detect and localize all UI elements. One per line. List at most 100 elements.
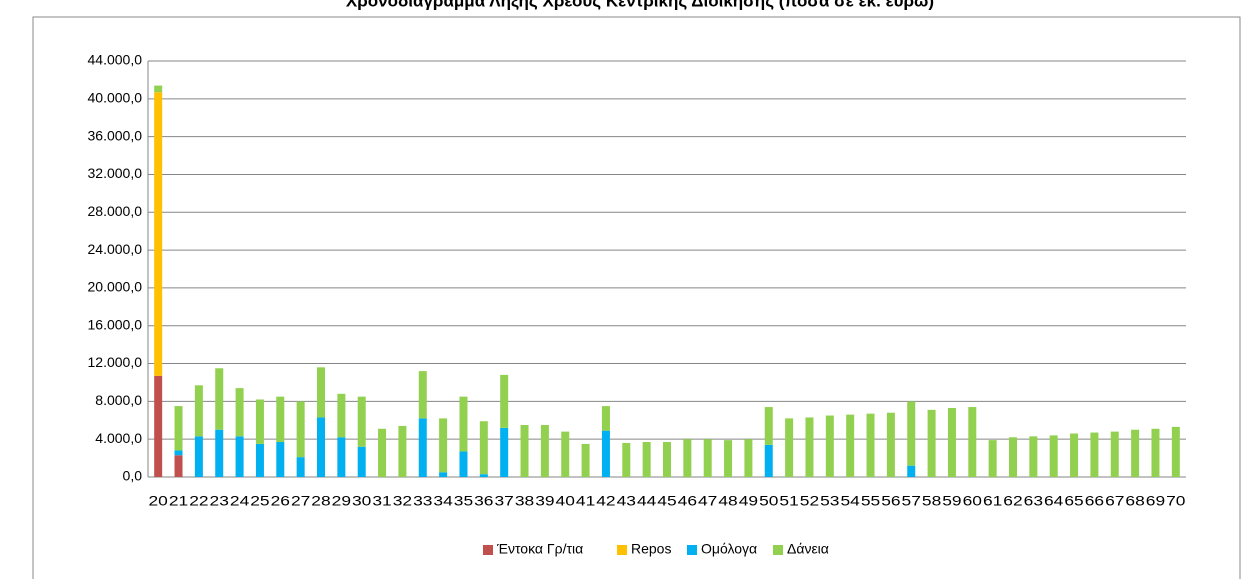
x-tick-label: 58 [922, 493, 942, 509]
bar-segment [479, 474, 488, 477]
x-tick-label: 68 [1125, 493, 1145, 509]
bar-segment [785, 418, 794, 477]
bar-segment [378, 428, 387, 477]
x-tick-label: 44 [637, 493, 657, 509]
bar-segment [561, 431, 570, 477]
x-tick-label: 28 [311, 493, 331, 509]
bar-segment [337, 437, 346, 477]
x-tick-label: 25 [250, 493, 270, 509]
bar-segment [520, 425, 529, 477]
x-tick-label: 48 [718, 493, 738, 509]
bar-segment [337, 393, 346, 438]
x-tick-label: 23 [210, 493, 230, 509]
bar-segment [174, 406, 183, 451]
bar-segment [642, 442, 651, 477]
bar-segment [154, 92, 163, 376]
y-tick-label: 4.000,0 [95, 430, 142, 446]
bar-segment [215, 429, 224, 477]
bar-segment [317, 367, 325, 418]
x-tick-label: 64 [1044, 493, 1064, 509]
bar-segment [622, 442, 631, 477]
bar-segment [968, 407, 977, 477]
bar-segment [724, 440, 733, 477]
x-tick-label: 33 [413, 493, 433, 509]
bar-segment [235, 388, 244, 437]
bar-segment [296, 457, 305, 477]
x-tick-label: 36 [474, 493, 494, 509]
y-tick-label: 28.000,0 [88, 203, 143, 219]
legend-swatch [773, 545, 783, 555]
bar-segment [174, 450, 183, 456]
y-tick-label: 36.000,0 [88, 127, 143, 143]
bar-segment [154, 85, 163, 93]
bar-segment [194, 436, 203, 477]
bar-segment [500, 374, 509, 428]
bar-segment [601, 406, 610, 431]
x-tick-label: 52 [800, 493, 820, 509]
x-tick-label: 20 [149, 493, 169, 509]
x-tick-label: 29 [332, 493, 352, 509]
legend-label: Repos [631, 541, 671, 557]
bar-segment [805, 417, 814, 477]
bar-segment [663, 442, 671, 477]
bar-segment [215, 368, 224, 430]
x-tick-label: 51 [779, 493, 799, 509]
x-tick-label: 43 [617, 493, 637, 509]
chart-title: Χρονοδιάγραμμα Λήξης Χρέους Κεντρικής Δι… [346, 0, 934, 10]
x-tick-label: 54 [841, 493, 861, 509]
chart-frame [32, 16, 1241, 584]
bar-segment [927, 409, 936, 477]
x-tick-label: 34 [433, 493, 453, 509]
bar-segment [255, 399, 264, 444]
bar-segment [174, 455, 183, 477]
bar-segment [601, 430, 610, 477]
x-tick-label: 31 [372, 493, 392, 509]
x-tick-label: 38 [515, 493, 535, 509]
bar-segment [500, 427, 509, 477]
bar-segment [357, 396, 366, 447]
bar-segment [683, 439, 692, 477]
bar-segment [296, 401, 305, 458]
x-tick-label: 57 [902, 493, 922, 509]
x-tick-label: 49 [739, 493, 759, 509]
bar-segment [764, 444, 773, 477]
x-tick-label: 53 [820, 493, 840, 509]
legend-label: Δάνεια [787, 541, 829, 557]
bar-segment [418, 371, 427, 419]
bar-segment [846, 414, 855, 477]
bar-segment [235, 436, 244, 477]
x-tick-label: 66 [1085, 493, 1105, 509]
y-tick-label: 12.000,0 [88, 354, 143, 370]
bar-segment [703, 439, 712, 477]
bar-segment [1131, 429, 1140, 477]
legend-label: Έντοκα Γρ/τια [496, 541, 583, 557]
bar-segment [459, 451, 468, 477]
bar-segment [886, 412, 895, 477]
bar-segment [1171, 426, 1180, 477]
x-tick-label: 56 [881, 493, 901, 509]
x-tick-label: 69 [1146, 493, 1166, 509]
bar-segment [866, 413, 875, 477]
x-tick-label: 21 [169, 493, 189, 509]
bar-segment [825, 415, 834, 477]
y-tick-label: 20.000,0 [88, 279, 143, 295]
y-tick-label: 16.000,0 [88, 316, 143, 332]
x-tick-label: 47 [698, 493, 718, 509]
bar-segment [581, 443, 590, 477]
x-tick-label: 65 [1064, 493, 1084, 509]
bar-segment [418, 418, 427, 477]
x-tick-label: 61 [983, 493, 1003, 509]
bar-segment [154, 375, 163, 477]
x-tick-label: 70 [1166, 493, 1186, 509]
x-tick-label: 26 [271, 493, 291, 509]
bar-segment [276, 442, 285, 477]
y-tick-label: 24.000,0 [88, 241, 143, 257]
bar-segment [194, 385, 203, 437]
bar-segment [1070, 433, 1079, 477]
x-tick-label: 46 [678, 493, 698, 509]
x-tick-label: 39 [535, 493, 555, 509]
bar-segment [1110, 431, 1119, 477]
x-tick-label: 62 [1003, 493, 1023, 509]
